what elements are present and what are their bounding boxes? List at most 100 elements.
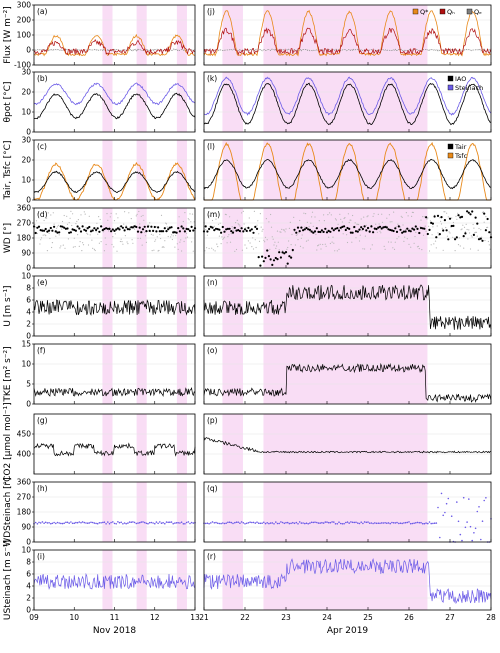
data-point — [138, 226, 141, 229]
data-point — [73, 237, 75, 239]
data-point — [190, 225, 193, 228]
panel-frame — [203, 207, 492, 269]
data-point — [288, 227, 290, 229]
data-point — [406, 521, 409, 524]
data-point — [76, 521, 79, 524]
data-point — [279, 256, 282, 259]
data-point — [108, 226, 111, 228]
data-point — [228, 234, 230, 236]
data-point — [167, 235, 169, 238]
data-point — [368, 522, 371, 524]
data-point — [232, 228, 234, 230]
data-point — [334, 523, 337, 525]
series-line — [33, 39, 196, 56]
data-point — [61, 228, 63, 230]
data-point — [394, 227, 397, 230]
data-point — [113, 229, 116, 232]
data-point — [93, 248, 95, 250]
panel-frame — [203, 549, 492, 611]
data-point — [177, 522, 179, 524]
data-point — [42, 234, 44, 236]
data-point — [440, 492, 443, 495]
y-tick-label: 15 — [21, 340, 31, 349]
data-point — [48, 522, 50, 524]
data-point — [448, 231, 450, 233]
data-point — [431, 234, 433, 236]
data-point — [125, 226, 128, 229]
data-point — [259, 522, 262, 525]
data-point — [326, 521, 328, 523]
data-point — [120, 521, 122, 524]
data-point — [56, 521, 59, 524]
y-tick-label: -100 — [14, 61, 31, 70]
data-point — [213, 225, 215, 227]
data-point — [65, 521, 67, 524]
series-line — [33, 170, 196, 194]
data-point — [68, 522, 70, 524]
shade-band — [263, 344, 428, 404]
data-point — [475, 231, 478, 233]
data-point — [346, 241, 349, 244]
data-point — [332, 236, 334, 238]
data-point — [358, 228, 361, 231]
data-point — [183, 240, 185, 243]
data-point — [389, 221, 391, 223]
data-point — [274, 241, 276, 243]
data-point — [341, 523, 344, 525]
data-point — [140, 521, 143, 523]
data-point — [225, 522, 227, 524]
data-point — [46, 217, 48, 219]
data-point — [450, 515, 453, 517]
data-point — [459, 533, 462, 536]
data-point — [256, 521, 258, 523]
data-point — [478, 506, 480, 508]
data-point — [248, 217, 250, 219]
data-point — [336, 250, 338, 252]
data-point — [81, 250, 83, 252]
data-point — [476, 222, 479, 225]
data-point — [361, 229, 363, 232]
data-point — [447, 216, 449, 218]
data-point — [85, 522, 87, 524]
data-point — [98, 230, 101, 233]
data-point — [409, 228, 411, 230]
data-point — [155, 230, 158, 233]
shade-band — [176, 414, 187, 474]
data-point — [63, 226, 66, 229]
data-point — [104, 237, 106, 239]
data-point — [245, 229, 248, 232]
data-point — [474, 216, 477, 219]
data-point — [213, 229, 216, 232]
data-point — [55, 522, 57, 525]
data-point — [404, 236, 406, 238]
data-point — [364, 235, 366, 237]
data-point — [205, 229, 207, 231]
data-point — [282, 250, 284, 252]
data-point — [47, 212, 49, 214]
data-point — [269, 522, 272, 524]
data-point — [433, 243, 435, 245]
data-point — [222, 522, 224, 524]
data-point — [331, 227, 334, 230]
data-point — [312, 521, 315, 524]
data-point — [153, 225, 156, 229]
data-point — [397, 223, 399, 225]
data-point — [234, 250, 236, 252]
data-point — [428, 250, 431, 252]
data-point — [442, 514, 445, 517]
data-point — [481, 236, 483, 238]
data-point — [247, 226, 250, 229]
data-point — [370, 225, 373, 228]
data-point — [468, 498, 470, 500]
data-point — [354, 222, 356, 224]
data-point — [482, 211, 484, 213]
data-point — [483, 212, 486, 215]
data-point — [147, 522, 149, 525]
y-tick-label: 300 — [17, 1, 32, 10]
data-point — [58, 522, 60, 524]
shade-band — [102, 72, 113, 132]
data-point — [172, 231, 175, 234]
data-point — [476, 510, 479, 513]
data-point — [106, 213, 108, 215]
data-point — [252, 248, 255, 250]
